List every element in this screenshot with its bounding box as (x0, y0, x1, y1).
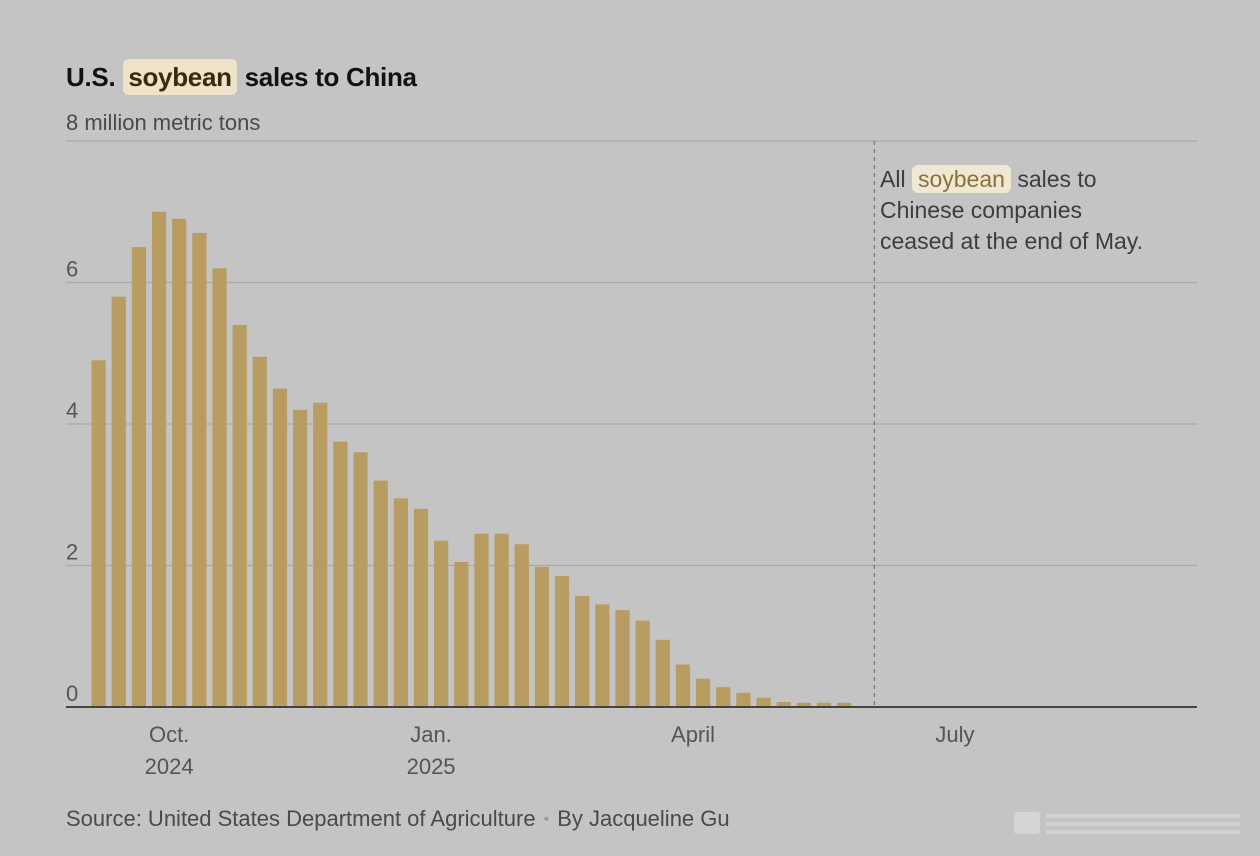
bar-week-4 (151, 211, 167, 707)
bar-week-11 (293, 409, 308, 707)
cutoff-annotation: All soybean sales to Chinese companies c… (880, 164, 1143, 257)
bar-week-38 (837, 702, 852, 707)
bar-week-3 (131, 247, 146, 707)
bar-week-8 (232, 324, 247, 707)
x-tick-label-jan: Jan. (410, 722, 452, 747)
bar-week-10 (272, 388, 288, 707)
bar-week-21 (494, 533, 509, 707)
bar-week-37 (816, 702, 832, 707)
bar-week-12 (313, 402, 328, 707)
bar-week-7 (212, 268, 227, 707)
x-tick-label-july: July (935, 722, 974, 747)
bar-week-6 (192, 232, 207, 707)
y-tick-label-6: 6 (66, 257, 78, 282)
annotation-line3: ceased at the end of May. (880, 228, 1143, 254)
annotation-highlight: soybean (911, 165, 1011, 193)
byline: By Jacqueline Gu (557, 806, 730, 831)
title-highlight: soybean (123, 59, 237, 95)
bar-week-23 (534, 566, 549, 707)
bar-week-30 (675, 664, 691, 707)
bar-week-31 (696, 678, 711, 707)
chart-title: U.S. soybean sales to China (66, 59, 417, 95)
bar-week-14 (353, 452, 368, 707)
y-tick-label-4: 4 (66, 398, 78, 423)
bar-week-35 (776, 702, 791, 707)
bar-week-18 (434, 540, 449, 707)
bar-week-19 (454, 561, 469, 707)
x-tick-year-2025: 2025 (407, 754, 456, 779)
bar-week-24 (554, 576, 570, 707)
chart-subtitle: 8 million metric tons (66, 110, 261, 135)
bar-week-25 (575, 595, 590, 707)
y-tick-label-2: 2 (66, 540, 78, 565)
source-line: Source: United States Department of Agri… (66, 806, 730, 832)
watermark-logo (1014, 812, 1240, 834)
bar-week-32 (716, 687, 731, 707)
bar-week-13 (333, 441, 348, 707)
source-text: Source: United States Department of Agri… (66, 806, 536, 831)
title-suffix: sales to China (244, 62, 417, 92)
bar-week-16 (393, 498, 408, 707)
x-tick-label-april: April (671, 722, 715, 747)
bar-week-9 (252, 356, 267, 707)
bar-week-27 (615, 610, 630, 707)
bar-week-15 (373, 480, 388, 707)
bar-week-22 (514, 544, 529, 707)
annotation-line2: Chinese companies (880, 197, 1083, 223)
bar-week-36 (796, 702, 811, 707)
x-tick-label-oct: Oct. (149, 722, 189, 747)
bar-week-26 (595, 604, 610, 707)
y-tick-label-0: 0 (66, 681, 78, 706)
bar-week-33 (736, 692, 751, 707)
title-prefix: U.S. (66, 62, 116, 92)
bar-week-2 (111, 296, 126, 707)
annotation-prefix: All (880, 166, 906, 192)
x-tick-year-2024: 2024 (145, 754, 194, 779)
bar-week-28 (635, 620, 650, 707)
bar-week-29 (655, 639, 670, 707)
bar-week-1 (91, 360, 106, 707)
bar-week-17 (413, 508, 429, 707)
separator-dot: • (543, 811, 550, 828)
bar-week-5 (172, 218, 187, 707)
bar-week-34 (756, 697, 771, 707)
annotation-line1-end: sales to (1017, 166, 1097, 192)
bar-week-20 (474, 533, 489, 707)
bar-chart: 0 2 4 6 Oct. 2024 Jan. 2025 April July (66, 140, 1197, 779)
